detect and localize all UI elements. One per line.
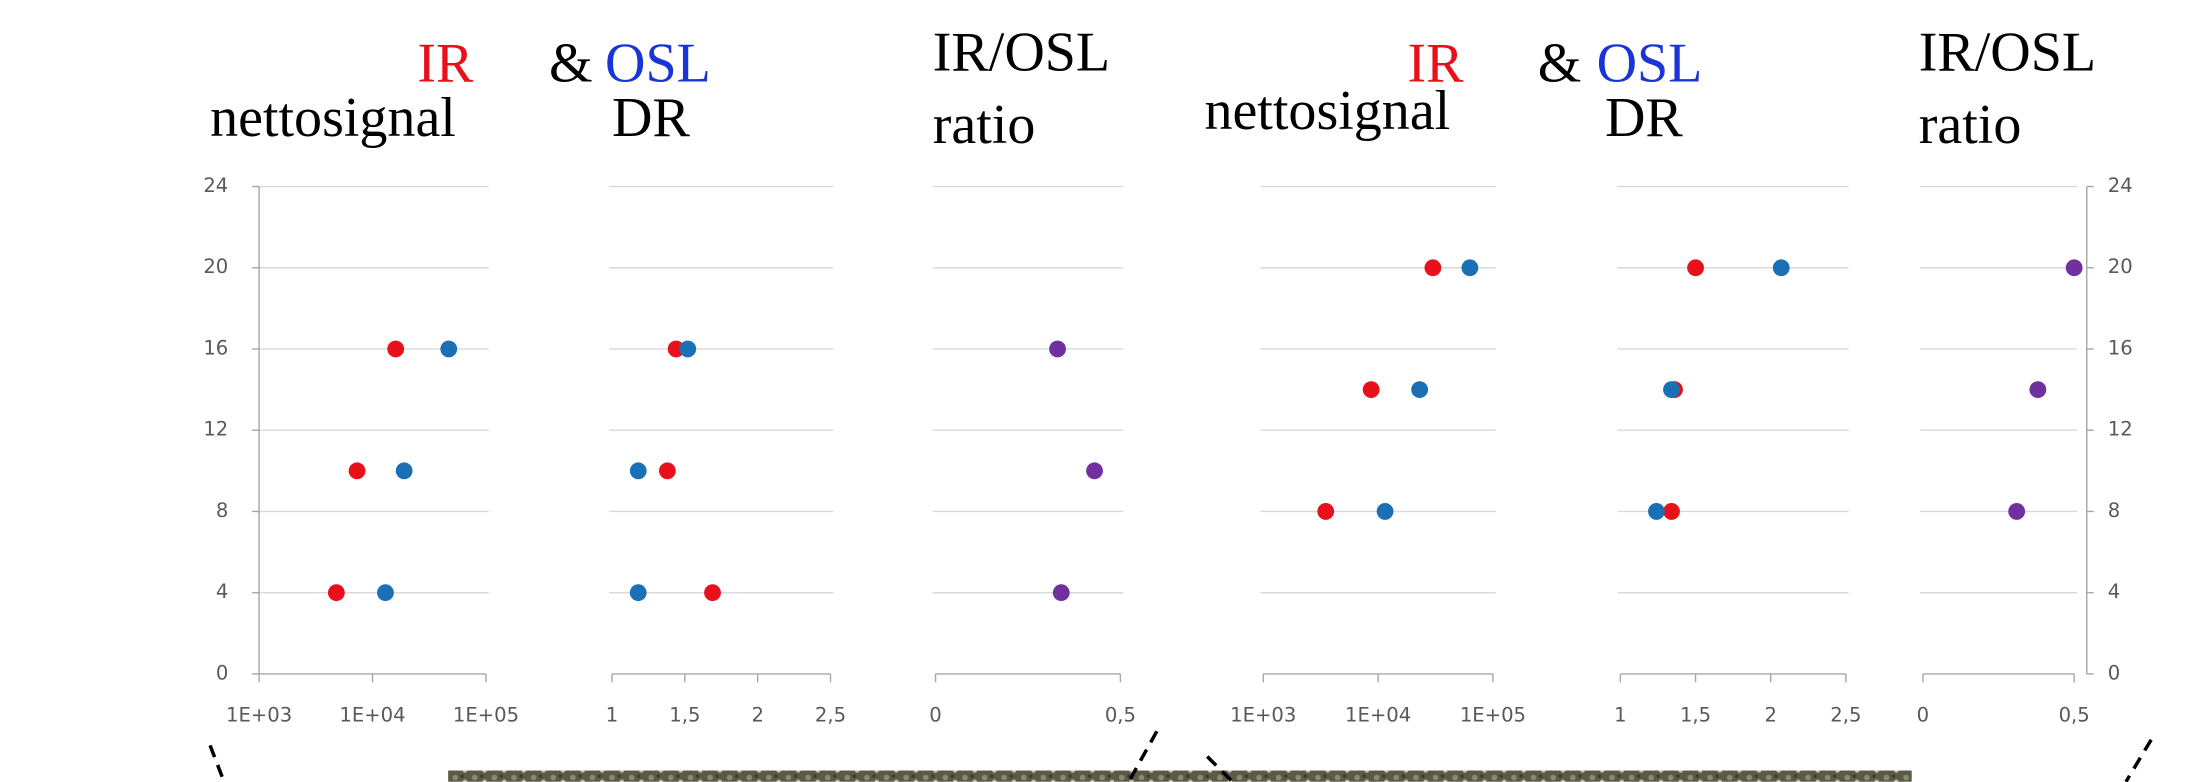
y-tick-label: 8 xyxy=(2108,499,2120,522)
data-point xyxy=(1376,503,1394,520)
x-tick-label: 0,5 xyxy=(2059,703,2090,726)
data-point xyxy=(1049,340,1066,358)
x-tick-label: 0 xyxy=(1917,703,1929,726)
data-point xyxy=(387,340,405,358)
x-tick-label: 2 xyxy=(1764,703,1776,726)
panel-title: nettosignal xyxy=(1204,80,1450,142)
x-tick-label: 1E+05 xyxy=(453,703,519,726)
data-point xyxy=(327,584,345,602)
data-point xyxy=(2065,259,2083,277)
y-tick-label: 12 xyxy=(203,418,228,441)
x-tick-label: 1 xyxy=(1614,703,1626,726)
photo-strip xyxy=(448,770,1912,782)
x-tick-label: 0 xyxy=(929,703,941,726)
y-tick-label: 24 xyxy=(2108,174,2133,197)
panel-title: ratio xyxy=(933,94,1036,156)
panel-title: IR/OSL xyxy=(933,21,1110,83)
panel-title: ratio xyxy=(1919,94,2022,156)
data-point xyxy=(1461,259,1479,277)
data-point xyxy=(1687,259,1704,277)
data-point xyxy=(704,584,721,602)
group-heading: & xyxy=(1538,32,1582,94)
data-point xyxy=(1663,381,1680,399)
data-point xyxy=(667,340,685,358)
x-tick-label: 1E+03 xyxy=(226,703,292,726)
data-point xyxy=(1052,584,1070,602)
group-heading: & xyxy=(549,32,593,94)
group-heading: IR xyxy=(1408,32,1465,94)
y-tick-label: 20 xyxy=(2108,255,2133,278)
group-heading: OSL xyxy=(1597,32,1703,94)
connector-lines xyxy=(208,730,2153,782)
data-point xyxy=(629,584,647,602)
y-tick-label: 12 xyxy=(2108,418,2133,441)
y-tick-label: 0 xyxy=(2108,661,2120,684)
data-point xyxy=(629,462,647,480)
data-point xyxy=(440,340,458,358)
group-heading: IR xyxy=(417,32,474,94)
data-point xyxy=(2008,503,2026,520)
data-point xyxy=(679,340,697,358)
data-point xyxy=(1648,503,1665,520)
x-tick-label: 1 xyxy=(606,703,618,726)
x-tick-label: 2,5 xyxy=(815,703,846,726)
data-point xyxy=(2029,381,2047,399)
x-tick-label: 2,5 xyxy=(1830,703,1861,726)
y-tick-label: 16 xyxy=(203,336,228,359)
y-tick-label: 4 xyxy=(216,580,228,603)
data-point xyxy=(1086,462,1103,480)
x-tick-label: 1E+04 xyxy=(1345,703,1411,726)
panel-title: DR xyxy=(1605,87,1683,149)
data-point xyxy=(1424,259,1442,277)
x-tick-label: 1,5 xyxy=(669,703,700,726)
x-tick-label: 0,5 xyxy=(1105,703,1136,726)
data-point xyxy=(348,462,366,480)
y-tick-label: 24 xyxy=(203,174,228,197)
y-tick-label: 20 xyxy=(203,255,228,278)
x-tick-label: 1E+04 xyxy=(339,703,405,726)
data-point xyxy=(1772,259,1790,277)
x-tick-label: 1E+05 xyxy=(1460,703,1526,726)
data-point xyxy=(1317,503,1335,520)
data-point xyxy=(395,462,413,480)
x-tick-label: 1,5 xyxy=(1680,703,1711,726)
data-point xyxy=(1411,381,1429,399)
y-tick-label: 4 xyxy=(2108,580,2120,603)
data-point xyxy=(658,462,676,480)
panel-title: IR/OSL xyxy=(1919,21,2096,83)
group-heading: OSL xyxy=(605,32,711,94)
y-tick-label: 8 xyxy=(216,499,228,522)
data-point xyxy=(1362,381,1380,399)
data-point xyxy=(377,584,394,602)
panel-title: DR xyxy=(612,87,690,149)
panel-title: nettosignal xyxy=(210,87,456,149)
data-point xyxy=(1663,503,1680,520)
x-tick-label: 2 xyxy=(751,703,763,726)
y-tick-label: 0 xyxy=(216,661,228,684)
x-tick-label: 1E+03 xyxy=(1230,703,1296,726)
y-tick-label: 16 xyxy=(2108,336,2133,359)
